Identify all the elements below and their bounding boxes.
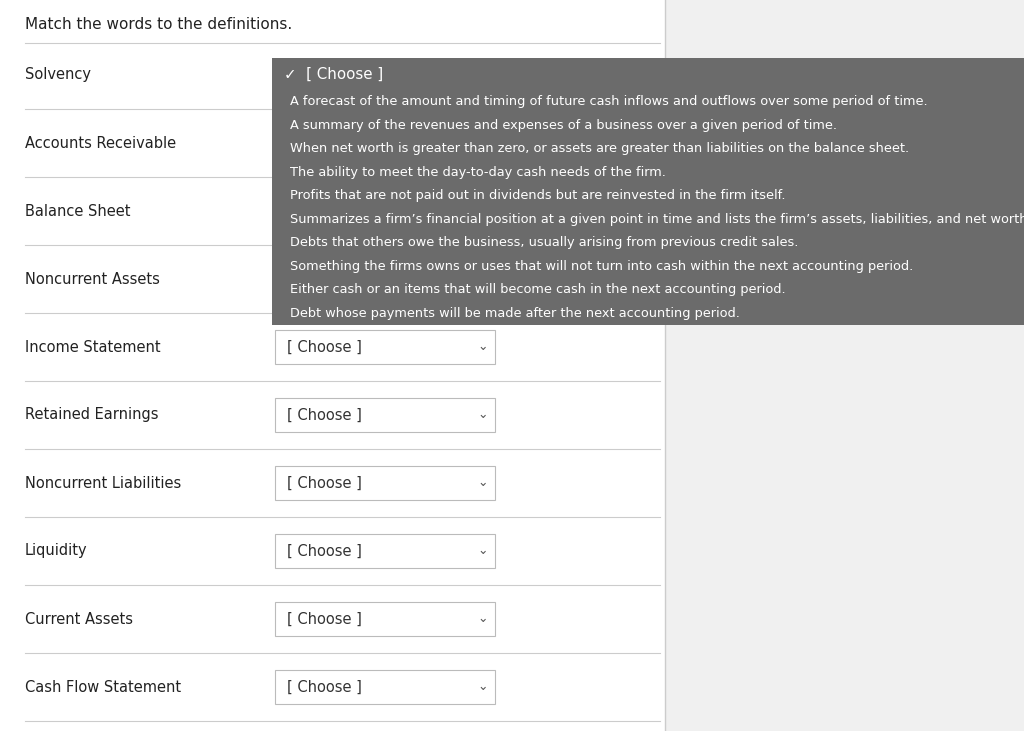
Text: Profits that are not paid out in dividends but are reinvested in the firm itself: Profits that are not paid out in dividen… xyxy=(290,189,785,202)
Text: [ Choose ]: [ Choose ] xyxy=(287,544,361,558)
Text: Retained Earnings: Retained Earnings xyxy=(25,407,159,423)
FancyBboxPatch shape xyxy=(275,670,495,704)
Text: Cash Flow Statement: Cash Flow Statement xyxy=(25,680,181,694)
Text: Liquidity: Liquidity xyxy=(25,544,88,558)
FancyBboxPatch shape xyxy=(275,398,495,432)
Text: ⌄: ⌄ xyxy=(478,409,488,422)
Text: [ Choose ]: [ Choose ] xyxy=(287,475,361,491)
Text: Summarizes a firm’s financial position at a given point in time and lists the fi: Summarizes a firm’s financial position a… xyxy=(290,213,1024,226)
Text: A summary of the revenues and expenses of a business over a given period of time: A summary of the revenues and expenses o… xyxy=(290,118,837,132)
Text: [ Choose ]: [ Choose ] xyxy=(287,680,361,694)
Text: Noncurrent Assets: Noncurrent Assets xyxy=(25,271,160,287)
Text: ⌄: ⌄ xyxy=(478,477,488,490)
FancyBboxPatch shape xyxy=(275,330,495,364)
Text: When net worth is greater than zero, or assets are greater than liabilities on t: When net worth is greater than zero, or … xyxy=(290,143,909,155)
FancyBboxPatch shape xyxy=(275,534,495,568)
Text: Either cash or an items that will become cash in the next accounting period.: Either cash or an items that will become… xyxy=(290,283,785,296)
Text: Noncurrent Liabilities: Noncurrent Liabilities xyxy=(25,475,181,491)
FancyBboxPatch shape xyxy=(272,58,1024,325)
Bar xyxy=(0,0,665,731)
Text: Balance Sheet: Balance Sheet xyxy=(25,203,130,219)
Text: ✓  [ Choose ]: ✓ [ Choose ] xyxy=(284,67,383,81)
FancyBboxPatch shape xyxy=(275,466,495,500)
Text: Solvency: Solvency xyxy=(25,67,91,83)
Text: Debt whose payments will be made after the next accounting period.: Debt whose payments will be made after t… xyxy=(290,307,740,319)
Text: ⌄: ⌄ xyxy=(478,545,488,558)
Text: Debts that others owe the business, usually arising from previous credit sales.: Debts that others owe the business, usua… xyxy=(290,236,799,249)
Text: Something the firms owns or uses that will not turn into cash within the next ac: Something the firms owns or uses that wi… xyxy=(290,260,913,273)
FancyBboxPatch shape xyxy=(275,602,495,636)
Text: [ Choose ]: [ Choose ] xyxy=(287,612,361,626)
Text: ⌄: ⌄ xyxy=(478,681,488,694)
Bar xyxy=(665,0,1024,731)
Text: ⌄: ⌄ xyxy=(478,613,488,626)
Text: The ability to meet the day-to-day cash needs of the firm.: The ability to meet the day-to-day cash … xyxy=(290,166,666,179)
Text: ⌄: ⌄ xyxy=(478,341,488,354)
Text: [ Choose ]: [ Choose ] xyxy=(287,339,361,355)
Text: Accounts Receivable: Accounts Receivable xyxy=(25,135,176,151)
Text: Match the words to the definitions.: Match the words to the definitions. xyxy=(25,17,292,32)
Text: A forecast of the amount and timing of future cash inflows and outflows over som: A forecast of the amount and timing of f… xyxy=(290,95,928,108)
Text: Income Statement: Income Statement xyxy=(25,339,161,355)
Text: Current Assets: Current Assets xyxy=(25,612,133,626)
Text: [ Choose ]: [ Choose ] xyxy=(287,407,361,423)
